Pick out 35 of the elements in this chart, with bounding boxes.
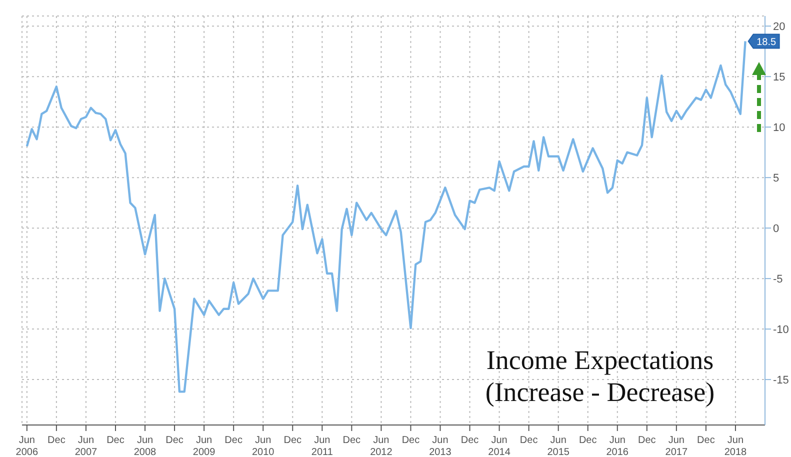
x-tick-label: Dec [402, 435, 420, 446]
x-tick-label: Dec [106, 435, 124, 446]
x-tick-label: Dec [284, 435, 302, 446]
y-tick-label: 10 [773, 122, 786, 134]
y-tick-label: -15 [773, 374, 789, 386]
x-tick-label: Jun 2010 [252, 435, 275, 457]
y-tick-label: 5 [773, 172, 780, 184]
x-tick-label: Dec [48, 435, 66, 446]
x-tick-label: Dec [224, 435, 242, 446]
x-tick-label: Jun 2011 [311, 435, 334, 457]
x-tick-label: Jun 2007 [74, 435, 98, 457]
x-tick-label: Dec [342, 435, 361, 446]
x-tick-label: Jun 2012 [370, 435, 393, 457]
x-tick-label: Jun 2008 [134, 435, 157, 457]
x-tick-label: Jun 2018 [724, 435, 748, 457]
x-tick-label: Dec [638, 435, 656, 446]
y-tick-label: 0 [773, 222, 780, 235]
y-tick-label: 20 [773, 21, 786, 34]
x-tick-label: Dec [166, 435, 184, 446]
x-tick-label: Jun 2013 [429, 435, 452, 457]
y-tick-label: -10 [773, 324, 789, 336]
text: Income Expectations (Increase - Decrease) [484, 344, 716, 408]
x-tick-label: Jun 2009 [192, 435, 216, 457]
x-tick-label: Jun 2017 [665, 435, 688, 457]
y-tick-label: 15 [773, 72, 786, 84]
x-tick-label: Jun 2006 [16, 435, 38, 457]
x-tick-label: Dec [520, 435, 538, 446]
x-tick-label: Jun 2015 [547, 435, 570, 457]
x-tick-label: Jun 2014 [488, 435, 511, 457]
data-label: 18.5 [756, 37, 776, 48]
x-tick-label: Dec [697, 435, 715, 446]
x-tick-label: Dec [578, 435, 597, 446]
x-tick-label: Dec [460, 435, 479, 446]
y-tick-label: -5 [773, 273, 783, 286]
x-tick-label: Jun 2016 [606, 435, 629, 457]
